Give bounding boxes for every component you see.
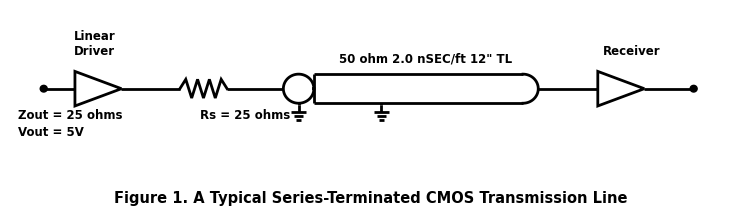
Text: Receiver: Receiver — [603, 45, 661, 58]
Circle shape — [40, 85, 47, 92]
Text: Zout = 25 ohms: Zout = 25 ohms — [19, 109, 123, 123]
Text: Rs = 25 ohms: Rs = 25 ohms — [200, 109, 290, 123]
Text: Linear
Driver: Linear Driver — [73, 30, 116, 58]
Text: Vout = 5V: Vout = 5V — [19, 126, 84, 139]
Text: 50 ohm 2.0 nSEC/ft 12" TL: 50 ohm 2.0 nSEC/ft 12" TL — [339, 53, 513, 66]
Text: Figure 1. A Typical Series-Terminated CMOS Transmission Line: Figure 1. A Typical Series-Terminated CM… — [114, 191, 627, 206]
Circle shape — [690, 85, 697, 92]
